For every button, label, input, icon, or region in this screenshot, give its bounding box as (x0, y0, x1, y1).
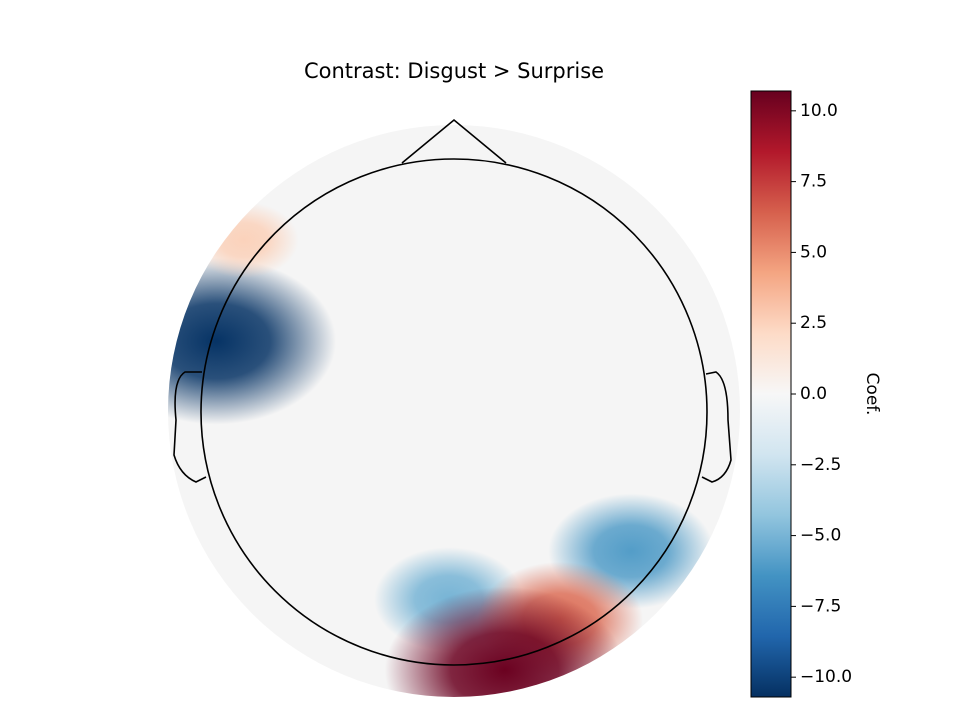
topo-field (168, 201, 714, 697)
colorbar-tick-label: 5.0 (800, 242, 827, 262)
colorbar-tick-label: 0.0 (800, 384, 827, 404)
chart-title: Contrast: Disgust > Surprise (304, 59, 604, 83)
colorbar-tick-label: 7.5 (800, 172, 827, 192)
topo-peak (168, 257, 337, 425)
colorbar-tick-label: −10.0 (800, 667, 852, 687)
topo-peak (384, 586, 625, 697)
colorbar-tick-label: −5.0 (800, 526, 841, 546)
colorbar-tick-label: −7.5 (800, 596, 841, 616)
head-outline (173, 118, 732, 666)
colorbar-label: Coef. (862, 373, 882, 416)
colorbar-tick-label: 2.5 (800, 313, 827, 333)
colorbar-tick-label: 10.0 (800, 101, 838, 121)
colorbar (750, 90, 792, 698)
colorbar-tick-label: −2.5 (800, 455, 841, 475)
topo-peak (189, 201, 299, 278)
